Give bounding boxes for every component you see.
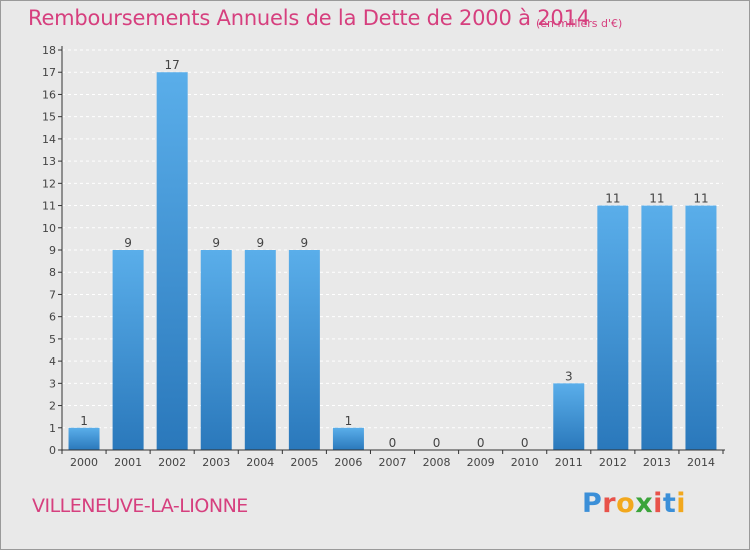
logo-letter: i (653, 488, 663, 519)
data-label-2002: 17 (165, 58, 180, 72)
bar-2004 (244, 250, 276, 450)
logo-letter: P (582, 488, 603, 519)
commune-name: VILLENEUVE-LA-LIONNE (32, 495, 248, 517)
y-tick-label: 9 (49, 244, 56, 257)
x-tick-label-2001: 2001 (114, 456, 142, 469)
x-tick-label-2006: 2006 (334, 456, 362, 469)
y-tick-label: 11 (42, 200, 56, 213)
bar-2011 (553, 383, 585, 450)
data-label-2010: 0 (521, 436, 529, 450)
y-tick-label: 8 (49, 266, 56, 279)
x-tick-label-2009: 2009 (467, 456, 495, 469)
bar-2006 (332, 427, 364, 450)
y-tick-label: 7 (49, 288, 56, 301)
x-tick-label-2003: 2003 (202, 456, 230, 469)
y-tick-label: 15 (42, 111, 56, 124)
x-tick-label-2002: 2002 (158, 456, 186, 469)
x-tick-label-2007: 2007 (379, 456, 407, 469)
data-label-2006: 1 (345, 414, 353, 428)
y-tick-label: 5 (49, 333, 56, 346)
bar-2013 (641, 205, 673, 450)
x-tick-label-2011: 2011 (555, 456, 583, 469)
logo-letter: r (602, 488, 617, 519)
unit-note: (en milliers d'€) (536, 17, 623, 30)
bar-2001 (112, 250, 144, 450)
x-tick-label-2004: 2004 (246, 456, 274, 469)
y-tick-label: 13 (42, 155, 56, 168)
x-tick-label-2012: 2012 (599, 456, 627, 469)
y-tick-label: 16 (42, 88, 56, 101)
bar-2002 (156, 72, 188, 450)
logo-letter: i (676, 488, 687, 519)
y-tick-label: 10 (42, 222, 56, 235)
y-tick-label: 3 (49, 377, 56, 390)
y-tick-label: 14 (42, 133, 56, 146)
data-label-2007: 0 (389, 436, 397, 450)
data-label-2000: 1 (80, 414, 88, 428)
y-tick-label: 0 (49, 444, 56, 457)
chart-title: Remboursements Annuels de la Dette de 20… (28, 6, 590, 30)
data-label-2012: 11 (605, 192, 620, 206)
y-tick-label: 2 (49, 400, 56, 413)
bar-2005 (288, 250, 320, 450)
x-tick-label-2014: 2014 (687, 456, 715, 469)
data-label-2011: 3 (565, 369, 573, 383)
bar-2012 (597, 205, 629, 450)
data-label-2001: 9 (124, 236, 132, 250)
bar-2003 (200, 250, 232, 450)
logo-letter: x (635, 488, 654, 519)
y-tick-label: 18 (42, 44, 56, 57)
x-tick-label-2005: 2005 (290, 456, 318, 469)
data-label-2004: 9 (256, 236, 264, 250)
logo-letter: t (662, 488, 677, 519)
y-tick-label: 17 (42, 66, 56, 79)
x-tick-label-2010: 2010 (511, 456, 539, 469)
bar-2000 (68, 427, 100, 450)
y-tick-label: 12 (42, 177, 56, 190)
y-tick-label: 1 (49, 422, 56, 435)
x-tick-label-2000: 2000 (70, 456, 98, 469)
data-label-2009: 0 (477, 436, 485, 450)
bar-2014 (685, 205, 717, 450)
x-tick-label-2013: 2013 (643, 456, 671, 469)
x-tick-label-2008: 2008 (423, 456, 451, 469)
data-label-2013: 11 (649, 192, 664, 206)
data-label-2005: 9 (301, 236, 309, 250)
data-label-2008: 0 (433, 436, 441, 450)
data-label-2014: 11 (693, 192, 708, 206)
proxiti-logo: Proxiti (582, 488, 686, 519)
y-tick-label: 6 (49, 311, 56, 324)
y-tick-label: 4 (49, 355, 56, 368)
logo-letter: o (616, 488, 636, 519)
data-label-2003: 9 (212, 236, 220, 250)
